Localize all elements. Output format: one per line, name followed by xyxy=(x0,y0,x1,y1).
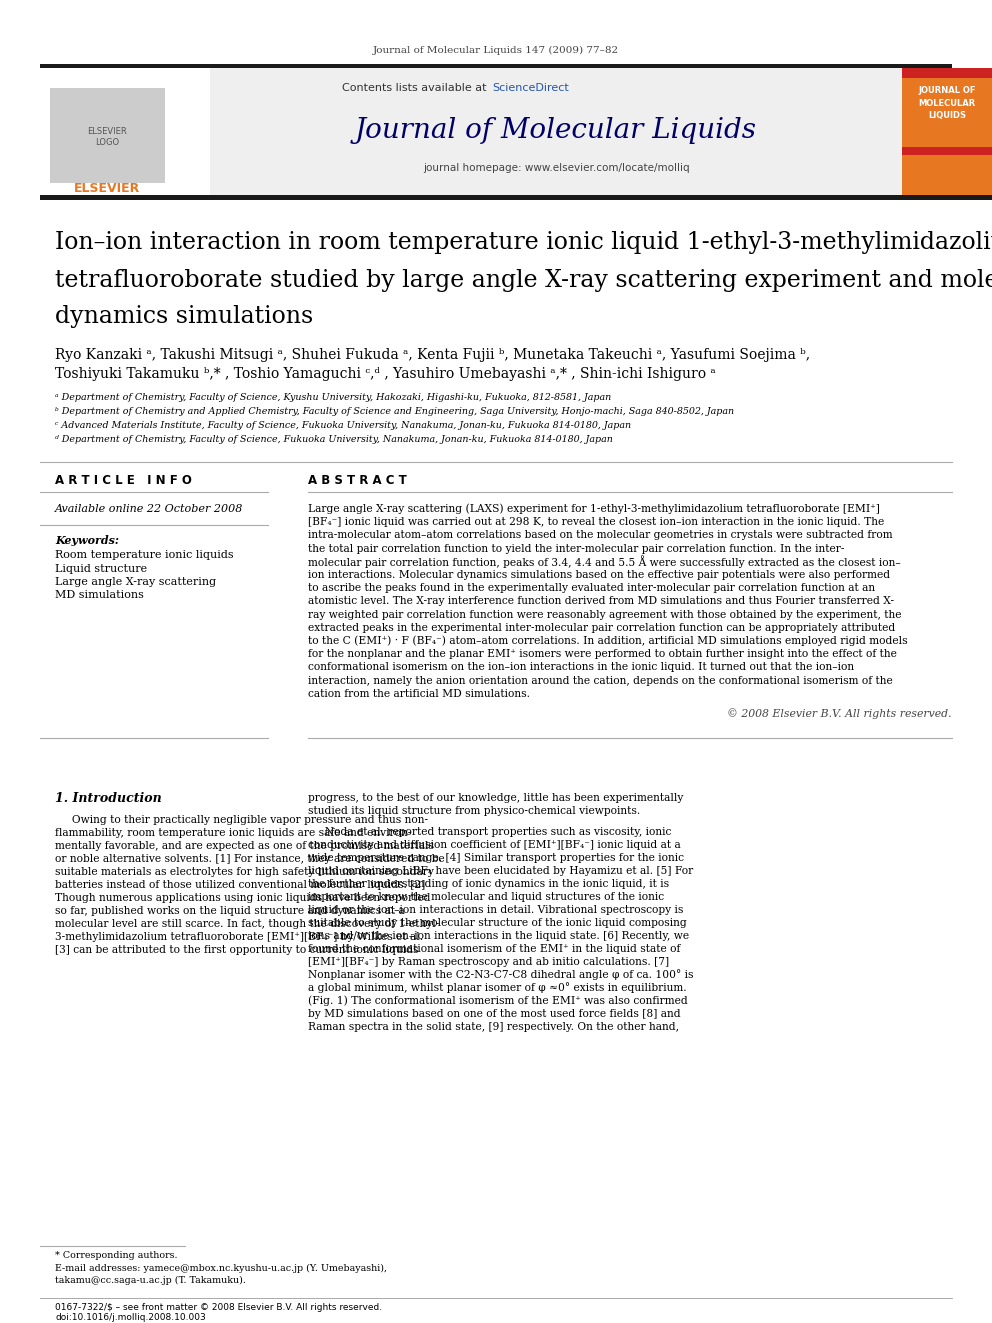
Text: Noda et al. reported transport properties such as viscosity, ionic: Noda et al. reported transport propertie… xyxy=(308,827,672,837)
Bar xyxy=(210,67,902,194)
Text: Large angle X-ray scattering (LAXS) experiment for 1-ethyl-3-methylimidazolium t: Large angle X-ray scattering (LAXS) expe… xyxy=(308,504,880,515)
Text: ᵃ Department of Chemistry, Faculty of Science, Kyushu University, Hakozaki, Higa: ᵃ Department of Chemistry, Faculty of Sc… xyxy=(55,393,611,402)
Text: takamu@cc.saga-u.ac.jp (T. Takamuku).: takamu@cc.saga-u.ac.jp (T. Takamuku). xyxy=(55,1275,246,1285)
Bar xyxy=(40,64,952,67)
Text: molecular level are still scarce. In fact, though the discovery of 1-ethyl-: molecular level are still scarce. In fac… xyxy=(55,919,439,929)
Text: ray weighted pair correlation function were reasonably agreement with those obta: ray weighted pair correlation function w… xyxy=(308,610,902,619)
Text: Nonplanar isomer with the C2-N3-C7-C8 dihedral angle φ of ca. 100° is: Nonplanar isomer with the C2-N3-C7-C8 di… xyxy=(308,970,693,980)
Text: Ion–ion interaction in room temperature ionic liquid 1-ethyl-3-methylimidazolium: Ion–ion interaction in room temperature … xyxy=(55,232,992,254)
Text: molecular pair correlation function, peaks of 3.4, 4.4 and 5.5 Å were successful: molecular pair correlation function, pea… xyxy=(308,556,901,568)
Text: ELSEVIER: ELSEVIER xyxy=(73,181,140,194)
Text: ᵇ Department of Chemistry and Applied Chemistry, Faculty of Science and Engineer: ᵇ Department of Chemistry and Applied Ch… xyxy=(55,407,734,417)
Text: * Corresponding authors.: * Corresponding authors. xyxy=(55,1252,178,1261)
Text: by MD simulations based on one of the most used force fields [8] and: by MD simulations based on one of the mo… xyxy=(308,1009,681,1019)
Bar xyxy=(40,67,210,194)
Text: the total pair correlation function to yield the inter-molecular pair correlatio: the total pair correlation function to y… xyxy=(308,544,844,553)
Text: suitable to study the molecular structure of the ionic liquid composing: suitable to study the molecular structur… xyxy=(308,918,686,927)
Text: 1. Introduction: 1. Introduction xyxy=(55,791,162,804)
Bar xyxy=(50,89,165,183)
Text: [BF₄⁻] ionic liquid was carried out at 298 K, to reveal the closest ion–ion inte: [BF₄⁻] ionic liquid was carried out at 2… xyxy=(308,517,884,527)
Text: A R T I C L E   I N F O: A R T I C L E I N F O xyxy=(55,475,191,487)
Text: conformational isomerism on the ion–ion interactions in the ionic liquid. It tur: conformational isomerism on the ion–ion … xyxy=(308,663,854,672)
Text: Journal of Molecular Liquids: Journal of Molecular Liquids xyxy=(355,116,757,143)
Text: suitable materials as electrolytes for high safety lithium ion secondary: suitable materials as electrolytes for h… xyxy=(55,867,434,877)
Text: Owing to their practically negligible vapor pressure and thus non-: Owing to their practically negligible va… xyxy=(55,815,429,826)
Text: JOURNAL OF
MOLECULAR
LIQUIDS: JOURNAL OF MOLECULAR LIQUIDS xyxy=(919,86,976,120)
Text: important to know the molecular and liquid structures of the ionic: important to know the molecular and liqu… xyxy=(308,892,664,902)
Text: mentally favorable, and are expected as one of the promised materials: mentally favorable, and are expected as … xyxy=(55,841,434,851)
Text: ᶜ Advanced Materials Institute, Faculty of Science, Fukuoka University, Nanakuma: ᶜ Advanced Materials Institute, Faculty … xyxy=(55,422,631,430)
Text: © 2008 Elsevier B.V. All rights reserved.: © 2008 Elsevier B.V. All rights reserved… xyxy=(727,709,952,720)
Bar xyxy=(40,194,992,200)
Text: Though numerous applications using ionic liquids have been reported: Though numerous applications using ionic… xyxy=(55,893,431,904)
Text: atomistic level. The X-ray interference function derived from MD simulations and: atomistic level. The X-ray interference … xyxy=(308,597,894,606)
Text: progress, to the best of our knowledge, little has been experimentally: progress, to the best of our knowledge, … xyxy=(308,792,683,803)
Text: studied its liquid structure from physico-chemical viewpoints.: studied its liquid structure from physic… xyxy=(308,806,640,816)
Text: cation from the artificial MD simulations.: cation from the artificial MD simulation… xyxy=(308,689,530,699)
Text: to ascribe the peaks found in the experimentally evaluated inter-molecular pair : to ascribe the peaks found in the experi… xyxy=(308,583,875,593)
Text: ScienceDirect: ScienceDirect xyxy=(492,83,568,93)
Bar xyxy=(902,67,992,78)
Text: Toshiyuki Takamuku ᵇ,* , Toshio Yamaguchi ᶜ,ᵈ , Yasuhiro Umebayashi ᵃ,* , Shin-i: Toshiyuki Takamuku ᵇ,* , Toshio Yamaguch… xyxy=(55,366,716,381)
Text: 3-methylimidazolium tetrafluoroborate [EMI⁺][BF₄⁻] by Wilkes et al.: 3-methylimidazolium tetrafluoroborate [E… xyxy=(55,931,424,942)
Text: doi:10.1016/j.molliq.2008.10.003: doi:10.1016/j.molliq.2008.10.003 xyxy=(55,1312,205,1322)
Text: so far, published works on the liquid structure and dynamics at a: so far, published works on the liquid st… xyxy=(55,906,405,916)
Bar xyxy=(902,67,992,194)
Text: Large angle X-ray scattering: Large angle X-ray scattering xyxy=(55,577,216,587)
Text: Raman spectra in the solid state, [9] respectively. On the other hand,: Raman spectra in the solid state, [9] re… xyxy=(308,1021,679,1032)
Text: dynamics simulations: dynamics simulations xyxy=(55,306,313,328)
Text: intra-molecular atom–atom correlations based on the molecular geometries in crys: intra-molecular atom–atom correlations b… xyxy=(308,531,893,540)
Text: a global minimum, whilst planar isomer of φ ≈0° exists in equilibrium.: a global minimum, whilst planar isomer o… xyxy=(308,983,686,994)
Text: Keywords:: Keywords: xyxy=(55,534,119,545)
Text: ions and/or the ion–ion interactions in the liquid state. [6] Recently, we: ions and/or the ion–ion interactions in … xyxy=(308,931,689,941)
Text: ᵈ Department of Chemistry, Faculty of Science, Fukuoka University, Nanakuma, Jon: ᵈ Department of Chemistry, Faculty of Sc… xyxy=(55,435,613,445)
Text: tetrafluoroborate studied by large angle X-ray scattering experiment and molecul: tetrafluoroborate studied by large angle… xyxy=(55,269,992,291)
Text: 0167-7322/$ – see front matter © 2008 Elsevier B.V. All rights reserved.: 0167-7322/$ – see front matter © 2008 El… xyxy=(55,1303,382,1311)
Text: MD simulations: MD simulations xyxy=(55,590,144,601)
Text: journal homepage: www.elsevier.com/locate/molliq: journal homepage: www.elsevier.com/locat… xyxy=(423,163,689,173)
Text: ion interactions. Molecular dynamics simulations based on the effective pair pot: ion interactions. Molecular dynamics sim… xyxy=(308,570,890,579)
Text: interaction, namely the anion orientation around the cation, depends on the conf: interaction, namely the anion orientatio… xyxy=(308,676,893,685)
Text: Contents lists available at: Contents lists available at xyxy=(342,83,490,93)
Text: wide temperature range. [4] Similar transport properties for the ionic: wide temperature range. [4] Similar tran… xyxy=(308,853,684,863)
Text: liquid containing LiBF₄ have been elucidated by Hayamizu et al. [5] For: liquid containing LiBF₄ have been elucid… xyxy=(308,865,693,876)
Text: to the C (EMI⁺) · F (BF₄⁻) atom–atom correlations. In addition, artificial MD si: to the C (EMI⁺) · F (BF₄⁻) atom–atom cor… xyxy=(308,636,908,646)
Text: extracted peaks in the experimental inter-molecular pair correlation function ca: extracted peaks in the experimental inte… xyxy=(308,623,895,632)
Text: Room temperature ionic liquids: Room temperature ionic liquids xyxy=(55,550,234,560)
Text: (Fig. 1) The conformational isomerism of the EMI⁺ was also confirmed: (Fig. 1) The conformational isomerism of… xyxy=(308,995,687,1005)
Text: conductivity and diffusion coefficient of [EMI⁺][BF₄⁻] ionic liquid at a: conductivity and diffusion coefficient o… xyxy=(308,840,681,849)
Text: the further understanding of ionic dynamics in the ionic liquid, it is: the further understanding of ionic dynam… xyxy=(308,878,670,889)
Text: Journal of Molecular Liquids 147 (2009) 77–82: Journal of Molecular Liquids 147 (2009) … xyxy=(373,45,619,54)
Text: batteries instead of those utilized conventional molecular liquids. [2]: batteries instead of those utilized conv… xyxy=(55,880,426,890)
Bar xyxy=(902,147,992,155)
Text: flammability, room temperature ionic liquids are safe and environ-: flammability, room temperature ionic liq… xyxy=(55,828,412,837)
Text: [EMI⁺][BF₄⁻] by Raman spectroscopy and ab initio calculations. [7]: [EMI⁺][BF₄⁻] by Raman spectroscopy and a… xyxy=(308,957,670,967)
Text: A B S T R A C T: A B S T R A C T xyxy=(308,475,407,487)
Text: or noble alternative solvents. [1] For instance, they are considered to be: or noble alternative solvents. [1] For i… xyxy=(55,855,444,864)
Text: [3] can be attributed to the first opportunity to current ionic liquids: [3] can be attributed to the first oppor… xyxy=(55,945,419,955)
Text: found the conformational isomerism of the EMI⁺ in the liquid state of: found the conformational isomerism of th… xyxy=(308,943,681,954)
Text: Liquid structure: Liquid structure xyxy=(55,564,147,573)
Text: Ryo Kanzaki ᵃ, Takushi Mitsugi ᵃ, Shuhei Fukuda ᵃ, Kenta Fujii ᵇ, Munetaka Takeu: Ryo Kanzaki ᵃ, Takushi Mitsugi ᵃ, Shuhei… xyxy=(55,348,810,363)
Text: E-mail addresses: yamece@mbox.nc.kyushu-u.ac.jp (Y. Umebayashi),: E-mail addresses: yamece@mbox.nc.kyushu-… xyxy=(55,1263,387,1273)
Text: liquid or the ion–ion interactions in detail. Vibrational spectroscopy is: liquid or the ion–ion interactions in de… xyxy=(308,905,683,914)
Text: ELSEVIER
LOGO: ELSEVIER LOGO xyxy=(87,127,127,147)
Text: Available online 22 October 2008: Available online 22 October 2008 xyxy=(55,504,243,515)
Text: for the nonplanar and the planar EMI⁺ isomers were performed to obtain further i: for the nonplanar and the planar EMI⁺ is… xyxy=(308,650,897,659)
